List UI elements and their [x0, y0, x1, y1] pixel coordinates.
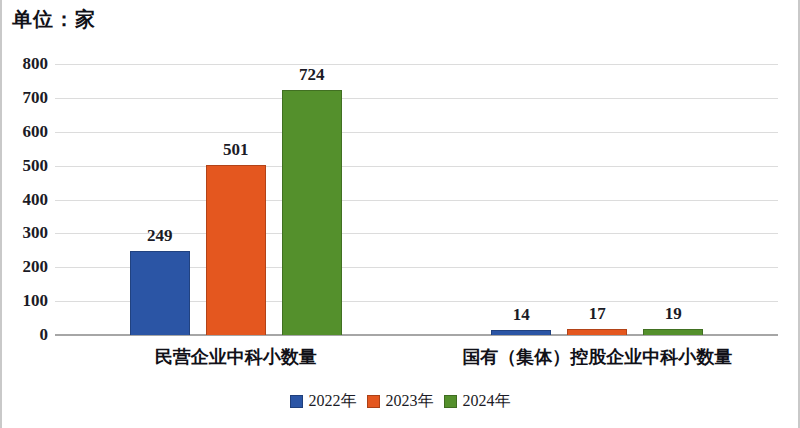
bar-value-label: 19 — [633, 304, 713, 324]
bar-chart-figure: 单位：家 249501724141719 0100200300400500600… — [0, 0, 800, 428]
legend-swatch-icon — [444, 395, 457, 408]
legend-item-2022年[interactable]: 2022年 — [290, 391, 357, 412]
plot-area: 249501724141719 — [55, 64, 778, 335]
legend-item-label: 2023年 — [386, 391, 434, 412]
category-label: 国有（集体）控股企业中科小数量 — [462, 345, 732, 369]
legend-item-2024年[interactable]: 2024年 — [444, 391, 511, 412]
chart-unit-title: 单位：家 — [12, 6, 96, 33]
legend-swatch-icon — [290, 395, 303, 408]
y-tick-label: 100 — [6, 292, 48, 310]
bar-2023年-国有（集体）控股企业中科小数量[interactable] — [567, 329, 627, 335]
bar-group: 249501724 — [130, 64, 342, 335]
bar-value-label: 14 — [481, 305, 561, 325]
legend-item-label: 2024年 — [463, 391, 511, 412]
y-tick-label: 400 — [6, 191, 48, 209]
y-tick-label: 700 — [6, 89, 48, 107]
bar-value-label: 724 — [272, 65, 352, 85]
bar-value-label: 249 — [120, 226, 200, 246]
bar-2023年-民营企业中科小数量[interactable] — [206, 165, 266, 335]
bar-value-label: 501 — [196, 140, 276, 160]
bar-group: 141719 — [491, 64, 703, 335]
page-left-edge — [0, 0, 2, 428]
y-tick-label: 0 — [6, 326, 48, 344]
legend-item-2023年[interactable]: 2023年 — [367, 391, 434, 412]
y-tick-label: 200 — [6, 258, 48, 276]
bar-2022年-国有（集体）控股企业中科小数量[interactable] — [491, 330, 551, 335]
bar-2024年-民营企业中科小数量[interactable] — [282, 90, 342, 335]
y-tick-label: 600 — [6, 123, 48, 141]
legend-item-label: 2022年 — [309, 391, 357, 412]
legend-swatch-icon — [367, 395, 380, 408]
bar-2024年-国有（集体）控股企业中科小数量[interactable] — [643, 329, 703, 335]
y-tick-label: 800 — [6, 55, 48, 73]
y-tick-label: 300 — [6, 224, 48, 242]
category-label: 民营企业中科小数量 — [155, 345, 317, 369]
bar-value-label: 17 — [557, 304, 637, 324]
bar-2022年-民营企业中科小数量[interactable] — [130, 251, 190, 335]
y-tick-label: 500 — [6, 157, 48, 175]
legend: 2022年 2023年 2024年 — [0, 391, 800, 412]
